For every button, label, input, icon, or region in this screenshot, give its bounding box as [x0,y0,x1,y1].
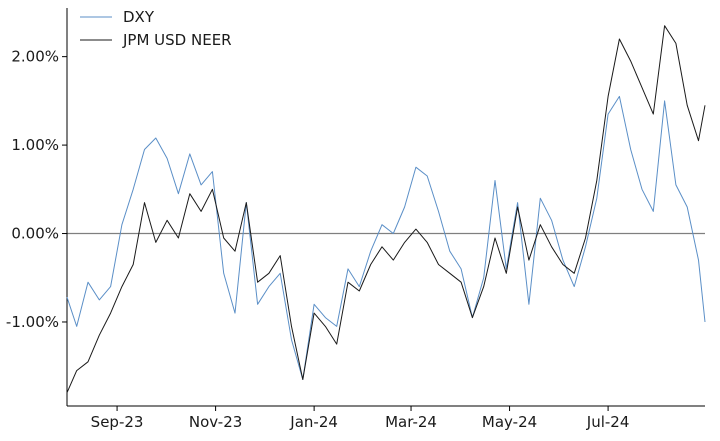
legend-label-dxy: DXY [123,8,155,26]
legend-label-jpm-usd-neer: JPM USD NEER [122,31,232,49]
axes: -1.00% 0.00% 1.00% 2.00% Sep-23 Nov-23 Jan-24 M… [6,8,705,431]
y-tick-label: 1.00% [11,136,59,154]
x-tick-label: May-24 [482,413,537,431]
series-line-dxy [66,95,706,380]
series-line-jpm-usd-neer [66,25,706,393]
y-tick-label: 2.00% [11,48,59,66]
x-tick-label: Nov-23 [189,413,242,431]
x-tick-label: Mar-24 [385,413,437,431]
x-tick-label: Jul-24 [586,413,630,431]
series-layer [66,25,706,393]
x-tick-label: Sep-23 [91,413,144,431]
x-tick-label: Jan-24 [289,413,338,431]
y-tick-label: 0.00% [11,225,59,243]
y-tick-label: -1.00% [6,313,59,331]
legend: DXY JPM USD NEER [80,8,232,49]
